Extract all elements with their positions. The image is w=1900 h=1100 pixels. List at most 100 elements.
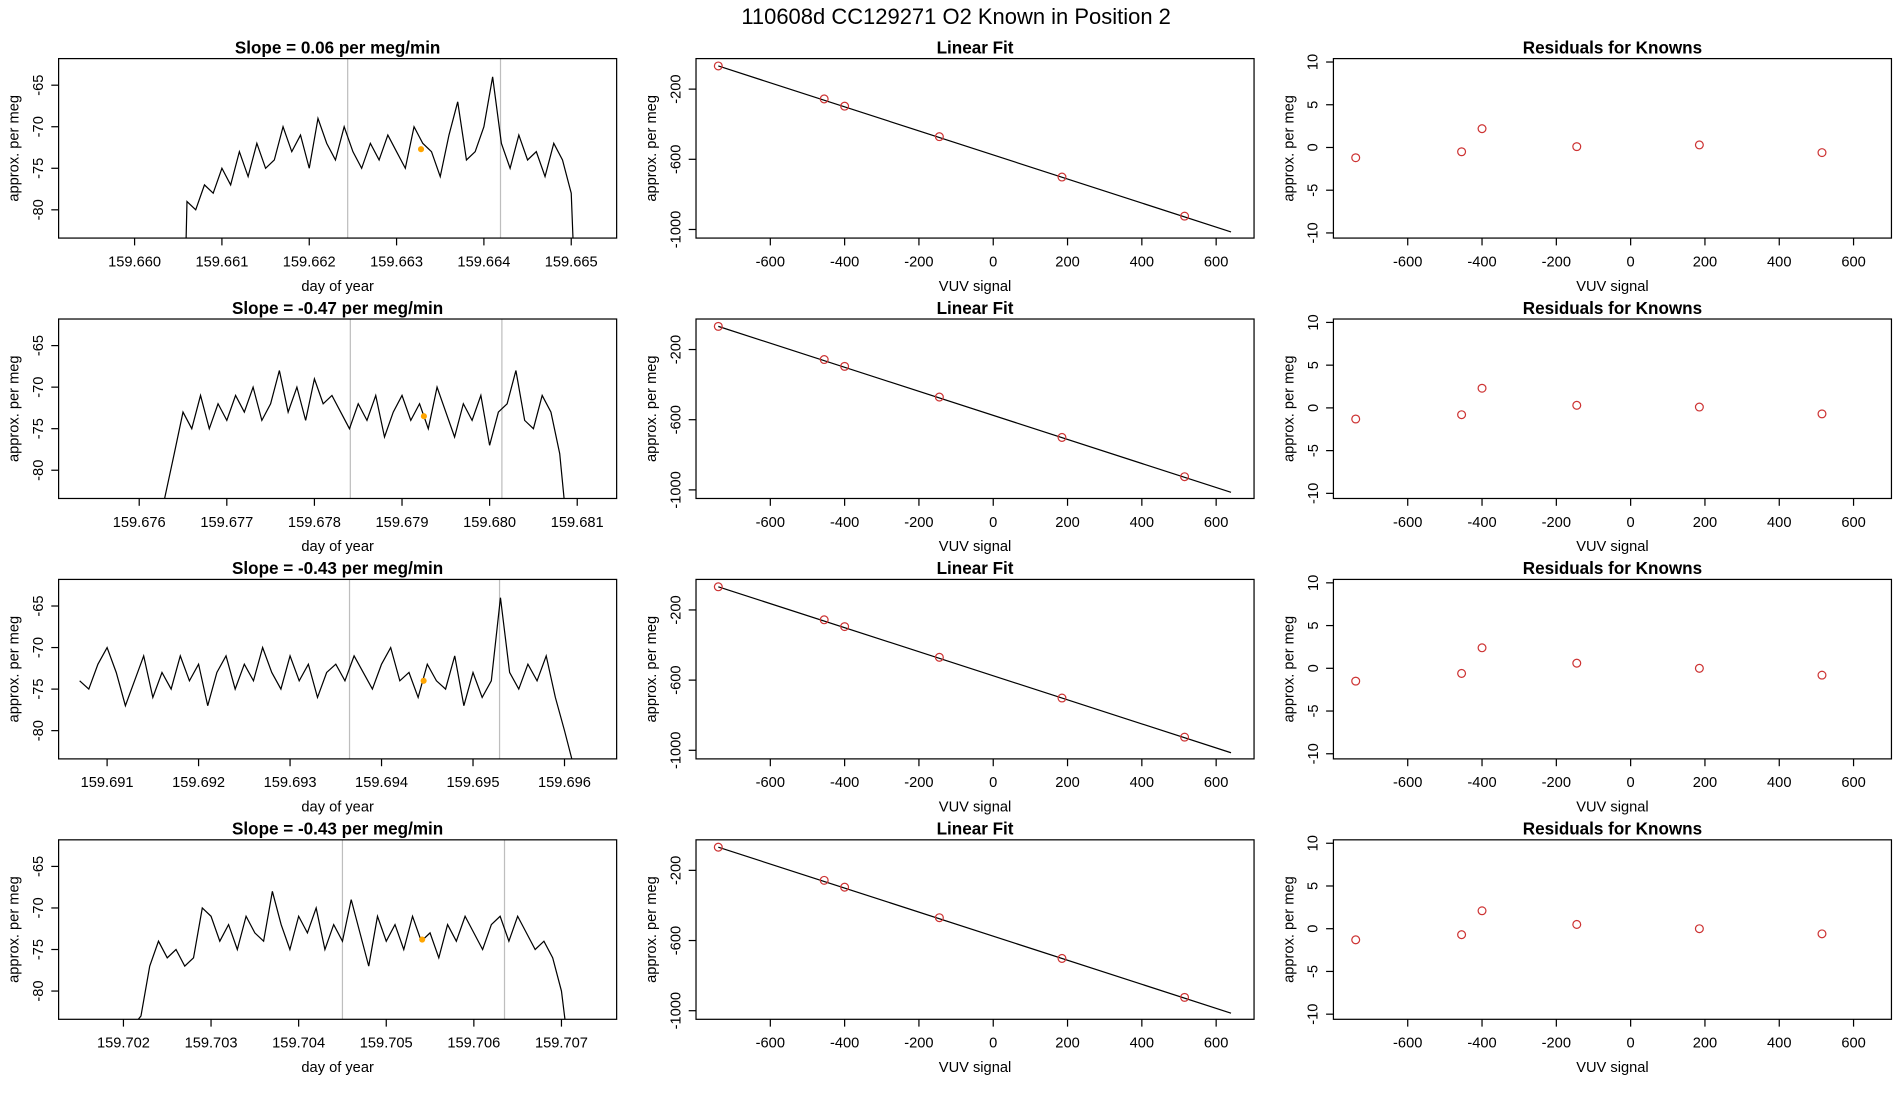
y-tick-label: -70 xyxy=(31,116,47,137)
y-tick-label: -10 xyxy=(1306,743,1322,764)
y-axis-label: approx. per meg xyxy=(7,355,23,462)
point xyxy=(1351,153,1361,163)
x-tick-label: 400 xyxy=(1130,254,1154,270)
x-tick-label: 159.692 xyxy=(172,775,225,791)
x-tick-label: 600 xyxy=(1204,515,1228,531)
fit-line xyxy=(718,846,1232,1014)
x-axis-label: day of year xyxy=(301,1060,374,1076)
point xyxy=(1351,935,1361,945)
x-tick-label: 159.704 xyxy=(272,1036,325,1052)
plot-frame xyxy=(58,578,618,760)
x-tick-label: -600 xyxy=(1393,254,1422,270)
point xyxy=(1572,658,1582,668)
x-tick-label: -200 xyxy=(1542,254,1571,270)
x-tick-label: 600 xyxy=(1841,775,1865,791)
x-tick-label: 200 xyxy=(1693,1036,1717,1052)
y-tick-label: 5 xyxy=(1306,101,1322,109)
y-tick-label: 10 xyxy=(1306,54,1322,70)
x-tick-label: 0 xyxy=(1627,515,1635,531)
plot-frame xyxy=(58,318,618,500)
point xyxy=(819,875,829,885)
y-tick-label: -5 xyxy=(1306,184,1322,197)
y-tick-label: -80 xyxy=(31,199,47,220)
x-tick-label: 600 xyxy=(1841,254,1865,270)
x-tick-label: 159.694 xyxy=(355,775,408,791)
y-tick-label: -1000 xyxy=(668,732,684,769)
x-tick-label: 159.664 xyxy=(457,254,510,270)
panel-title: Residuals for Knowns xyxy=(1523,38,1702,57)
point xyxy=(1694,140,1704,150)
y-tick-label: -200 xyxy=(668,856,684,885)
plot-frame xyxy=(1332,578,1893,760)
x-tick-label: -600 xyxy=(756,775,785,791)
x-axis-label: VUV signal xyxy=(939,800,1011,816)
y-tick-label: -65 xyxy=(31,335,47,356)
y-tick-label: 10 xyxy=(1306,835,1322,851)
x-axis-label: VUV signal xyxy=(939,279,1011,295)
point xyxy=(1817,929,1827,939)
x-tick-label: 0 xyxy=(1627,254,1635,270)
x-axis-label: VUV signal xyxy=(1576,800,1648,816)
x-tick-label: 600 xyxy=(1204,1036,1228,1052)
panel-title: Linear Fit xyxy=(937,299,1014,318)
x-tick-label: 600 xyxy=(1204,254,1228,270)
y-tick-label: 5 xyxy=(1306,361,1322,369)
y-tick-label: -1000 xyxy=(668,211,684,248)
x-tick-label: 159.663 xyxy=(370,254,423,270)
panel-title: Slope = -0.43 per meg/min xyxy=(232,559,443,578)
point xyxy=(1351,414,1361,424)
y-tick-label: 0 xyxy=(1306,143,1322,151)
x-tick-label: -600 xyxy=(756,254,785,270)
y-tick-label: -600 xyxy=(668,405,684,434)
y-tick-label: 0 xyxy=(1306,404,1322,412)
y-tick-label: -1000 xyxy=(668,471,684,508)
x-axis-label: VUV signal xyxy=(1576,1060,1648,1076)
x-tick-label: 200 xyxy=(1055,775,1079,791)
x-tick-label: 159.703 xyxy=(185,1036,238,1052)
point xyxy=(819,94,829,104)
panel: Linear Fit VUV signal approx. per meg -600 -… xyxy=(644,299,1255,555)
series-line xyxy=(185,76,574,239)
plot-frame xyxy=(58,839,618,1020)
panel: Slope = -0.43 per meg/min day of year appr… xyxy=(7,559,618,816)
x-tick-label: 159.662 xyxy=(283,254,336,270)
plot-frame xyxy=(695,57,1255,239)
x-tick-label: 159.679 xyxy=(376,515,429,531)
x-tick-label: 0 xyxy=(1627,1036,1635,1052)
x-tick-label: -400 xyxy=(830,775,859,791)
x-tick-label: 159.707 xyxy=(535,1036,588,1052)
y-tick-label: -75 xyxy=(31,418,47,439)
plot-frame xyxy=(1332,318,1893,500)
fit-line xyxy=(718,586,1232,754)
x-tick-label: 600 xyxy=(1841,515,1865,531)
point xyxy=(1817,670,1827,680)
x-tick-label: -200 xyxy=(1542,775,1571,791)
y-tick-label: -70 xyxy=(31,637,47,658)
point xyxy=(934,132,944,142)
y-tick-label: -200 xyxy=(668,595,684,624)
y-tick-label: -75 xyxy=(31,158,47,179)
panel-title: Slope = -0.47 per meg/min xyxy=(232,299,443,318)
y-axis-label: approx. per meg xyxy=(644,876,660,983)
y-tick-label: -10 xyxy=(1306,483,1322,504)
point xyxy=(1694,924,1704,934)
y-axis-label: approx. per meg xyxy=(7,616,23,723)
point xyxy=(713,582,723,592)
x-tick-label: -400 xyxy=(1467,254,1496,270)
x-tick-label: 200 xyxy=(1055,1036,1079,1052)
y-tick-label: -80 xyxy=(31,460,47,481)
x-tick-label: 159.695 xyxy=(447,775,500,791)
point xyxy=(1694,402,1704,412)
x-axis-label: day of year xyxy=(301,279,374,295)
point xyxy=(1694,663,1704,673)
x-tick-label: 600 xyxy=(1204,775,1228,791)
x-tick-label: -400 xyxy=(830,515,859,531)
point xyxy=(713,842,723,852)
point xyxy=(1477,124,1487,134)
highlight-point xyxy=(417,146,425,153)
x-tick-label: 400 xyxy=(1767,1036,1791,1052)
x-tick-label: -400 xyxy=(1467,775,1496,791)
y-axis-label: approx. per meg xyxy=(644,95,660,202)
series-line xyxy=(79,597,573,759)
